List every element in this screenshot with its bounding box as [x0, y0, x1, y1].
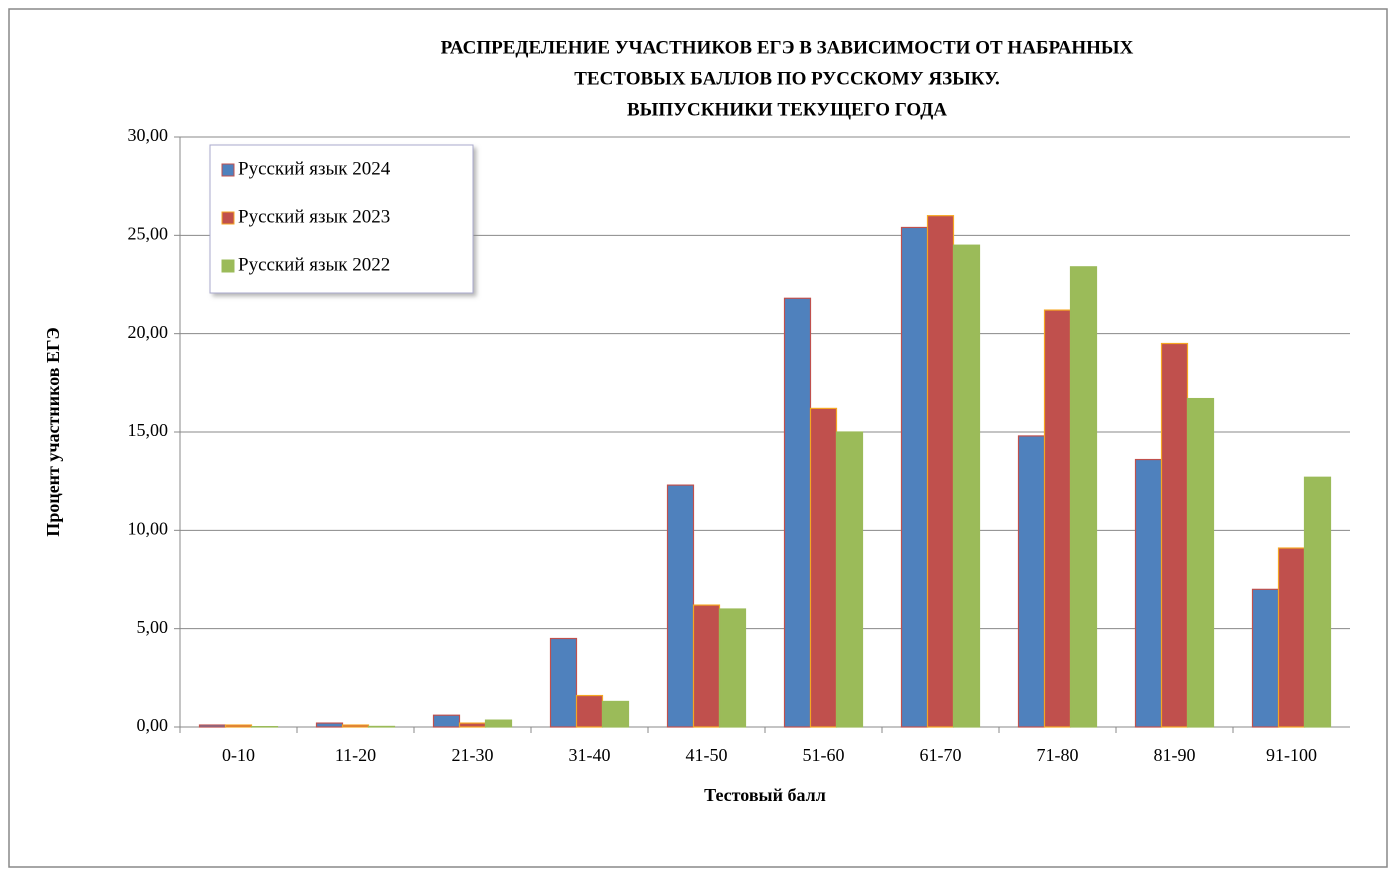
x-tick-label: 0-10 [222, 745, 255, 765]
bar [926, 215, 955, 728]
bar [692, 604, 721, 728]
bar [1277, 547, 1306, 728]
bar [549, 637, 578, 728]
y-tick-label: 20,00 [128, 322, 169, 342]
x-tick-label: 51-60 [803, 745, 845, 765]
x-tick-label: 41-50 [686, 745, 728, 765]
x-tick-label: 91-100 [1266, 745, 1317, 765]
legend-label: Русский язык 2022 [238, 254, 390, 275]
bar [1043, 309, 1072, 728]
x-axis-title: Тестовый балл [704, 785, 826, 805]
bar [198, 724, 227, 728]
bar [367, 725, 396, 728]
x-tick-label: 21-30 [452, 745, 494, 765]
y-tick-label: 10,00 [128, 518, 169, 538]
chart-title: ТЕСТОВЫХ БАЛЛОВ ПО РУССКОМУ ЯЗЫКУ. [574, 68, 1000, 89]
bar [835, 431, 864, 728]
x-tick-label: 81-90 [1154, 745, 1196, 765]
y-tick-label: 0,00 [137, 715, 169, 735]
bar [809, 407, 838, 728]
bar [783, 297, 812, 728]
bar [458, 722, 487, 728]
bar [1134, 458, 1163, 728]
x-tick-label: 61-70 [920, 745, 962, 765]
x-tick-label: 31-40 [569, 745, 611, 765]
bar [575, 694, 604, 728]
legend-swatch [221, 211, 235, 225]
bar [1017, 435, 1046, 728]
legend-box [209, 144, 474, 294]
y-axis-title: Процент участников ЕГЭ [43, 327, 63, 536]
bar [952, 244, 981, 728]
legend-label: Русский язык 2023 [238, 206, 390, 227]
legend-label: Русский язык 2024 [238, 158, 391, 179]
bar [601, 700, 630, 728]
bar [666, 484, 695, 728]
bar [341, 724, 370, 728]
bar [484, 719, 513, 728]
bar [1251, 588, 1280, 728]
bar [1160, 342, 1189, 728]
y-tick-label: 30,00 [128, 125, 169, 145]
y-tick-label: 5,00 [137, 617, 169, 637]
bar [432, 714, 461, 728]
legend-swatch [221, 259, 235, 273]
bar [1069, 266, 1098, 728]
x-tick-label: 71-80 [1037, 745, 1079, 765]
bar [315, 722, 344, 728]
chart-title: ВЫПУСКНИКИ ТЕКУЩЕГО ГОДА [627, 99, 947, 120]
bar [1186, 397, 1215, 728]
y-tick-label: 15,00 [128, 420, 169, 440]
bar [900, 226, 929, 728]
bar [224, 724, 253, 728]
legend-swatch [221, 163, 235, 177]
bar [1303, 476, 1332, 728]
bar [718, 608, 747, 728]
y-tick-label: 25,00 [128, 223, 169, 243]
chart-title: РАСПРЕДЕЛЕНИЕ УЧАСТНИКОВ ЕГЭ В ЗАВИСИМОС… [441, 37, 1134, 58]
x-tick-label: 11-20 [335, 745, 376, 765]
